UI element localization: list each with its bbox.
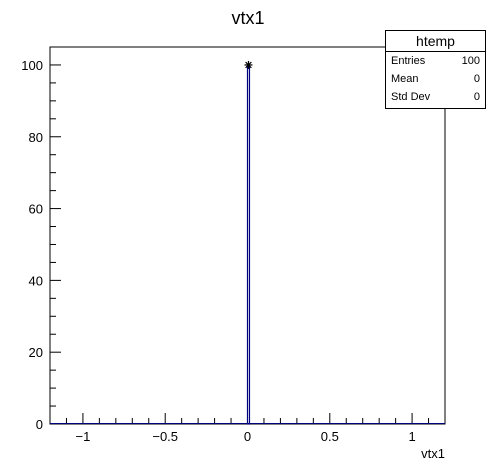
stats-value: 100 [461, 55, 480, 67]
y-axis: 0 20 40 60 80 100 [21, 46, 61, 432]
star-marker [244, 60, 253, 69]
y-tick-label: 20 [29, 345, 43, 360]
stats-label: Mean [391, 73, 419, 85]
x-tick-label: −1 [76, 429, 91, 444]
stats-box: htemp Entries 100 Mean 0 Std Dev 0 [385, 30, 486, 109]
histogram-bars [50, 64, 445, 425]
y-tick-label: 60 [29, 202, 43, 217]
stats-label: Std Dev [391, 91, 431, 103]
stats-row-entries: Entries 100 [386, 52, 485, 70]
stats-row-stddev: Std Dev 0 [386, 88, 485, 106]
data-markers [244, 60, 253, 69]
y-tick-label: 0 [36, 417, 43, 432]
stats-value: 0 [473, 91, 480, 103]
x-tick-label: −0.5 [152, 429, 178, 444]
stats-label: Entries [391, 55, 426, 67]
stats-value: 0 [473, 73, 480, 85]
stats-title: htemp [386, 31, 485, 52]
histogram-bin [246, 64, 251, 425]
y-tick-label: 80 [29, 130, 43, 145]
y-tick-label: 100 [21, 58, 43, 73]
x-axis-label: vtx1 [421, 446, 445, 461]
x-tick-label: 1 [408, 429, 415, 444]
chart-title: vtx1 [231, 8, 264, 28]
stats-row-mean: Mean 0 [386, 70, 485, 88]
marker-stroke [245, 61, 252, 69]
y-tick-label: 40 [29, 273, 43, 288]
x-tick-label: 0.5 [321, 429, 339, 444]
x-tick-label: 0 [244, 429, 251, 444]
